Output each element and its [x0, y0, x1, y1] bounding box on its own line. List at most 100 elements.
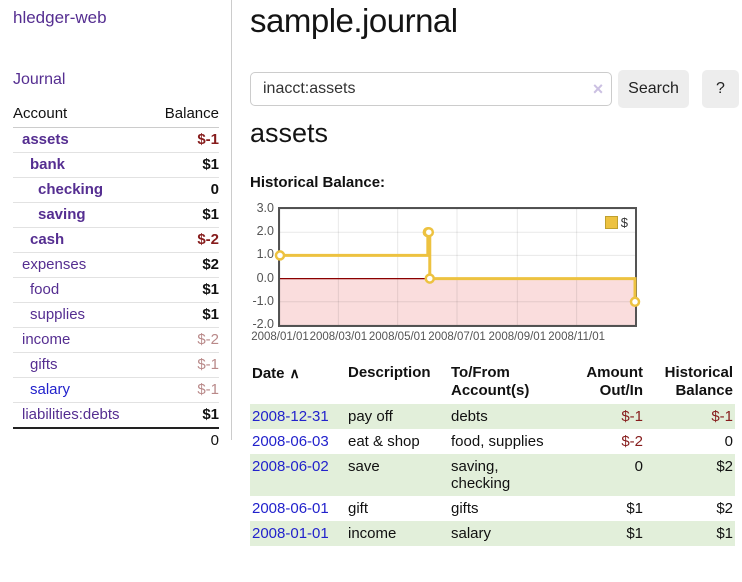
y-axis-tick-label: 3.0 — [256, 201, 274, 215]
account-row: supplies $1 — [13, 302, 219, 328]
sidebar-account-link[interactable]: food — [30, 281, 60, 298]
accounts-table-header: Account Balance — [13, 101, 219, 128]
account-heading: assets — [250, 118, 329, 148]
main-content: sample.journal × Search ? assets Histori… — [250, 0, 742, 582]
account-balance: $1 — [149, 302, 219, 328]
page-title: sample.journal — [250, 2, 458, 39]
account-balance: $2 — [149, 252, 219, 278]
account-balance: $1 — [149, 202, 219, 228]
account-balance: $1 — [149, 277, 219, 303]
transaction-balance: $-1 — [711, 408, 733, 425]
account-balance: $-2 — [149, 227, 219, 253]
transaction-row: 2008-06-01 gift gifts $1 $2 — [250, 496, 735, 521]
transaction-accounts: gifts — [451, 500, 479, 517]
x-axis-tick-label: 2008/05/01 — [368, 331, 427, 343]
y-axis-tick-label: -1.0 — [252, 293, 274, 308]
transaction-description: income — [348, 525, 397, 542]
account-balance: $-1 — [149, 377, 219, 403]
app-brand-link[interactable]: hledger-web — [13, 8, 107, 27]
account-balance: 0 — [149, 177, 219, 203]
transaction-description: save — [348, 458, 380, 475]
transaction-date-link[interactable]: 2008-06-03 — [252, 433, 329, 450]
sidebar-account-link[interactable]: checking — [38, 181, 104, 198]
sidebar-account-link[interactable]: gifts — [30, 356, 58, 373]
account-row: checking 0 — [13, 177, 219, 203]
x-axis-tick-label: 2008/11/01 — [548, 331, 605, 343]
account-balance: $1 — [149, 152, 219, 178]
search-input[interactable] — [250, 72, 612, 106]
account-row: income $-2 — [13, 327, 219, 353]
sidebar-account-link[interactable]: supplies — [30, 306, 86, 323]
account-row: liabilities:debts $1 — [13, 402, 219, 428]
sidebar-account-link[interactable]: income — [22, 331, 71, 348]
chart-canvas — [274, 208, 641, 326]
legend-swatch — [604, 216, 618, 229]
sidebar-account-link[interactable]: expenses — [22, 256, 87, 273]
account-row: saving $1 — [13, 202, 219, 228]
account-row: salary $-1 — [13, 377, 219, 403]
search-button[interactable]: Search — [618, 70, 689, 108]
transaction-row: 2008-06-03 eat & shop food, supplies $-2 0 — [250, 429, 735, 454]
transaction-row: 2008-06-02 save saving, checking 0 $2 — [250, 454, 735, 496]
transaction-row: 2008-12-31 pay off debts $-1 $-1 — [250, 404, 735, 429]
date-column-header[interactable]: Date ∧ — [252, 365, 300, 382]
transactions-header-row: Date ∧ Description To/From Account(s) Amo… — [250, 362, 735, 404]
sidebar: hledger-web Journal Account Balance asse… — [0, 0, 232, 453]
sidebar-account-link[interactable]: liabilities:debts — [22, 406, 120, 423]
transaction-date-link[interactable]: 2008-06-01 — [252, 500, 329, 517]
chart-legend: $ — [604, 215, 628, 230]
x-axis-tick-label: 2008/01/01 — [251, 331, 309, 343]
accounts-table-body: assets $-1 bank $1 checking 0 saving $1 cash $-2 e… — [13, 128, 219, 428]
account-row: assets $-1 — [13, 128, 219, 153]
y-axis-tick-label: 1.0 — [256, 247, 274, 262]
description-column-header: Description — [348, 364, 431, 381]
transaction-date-link[interactable]: 2008-12-31 — [252, 408, 329, 425]
account-balance: $1 — [149, 402, 219, 428]
x-axis-tick-label: 2008/07/01 — [428, 331, 486, 343]
transaction-amount: $1 — [626, 500, 643, 517]
transaction-row: 2008-01-01 income salary $1 $1 — [250, 521, 735, 546]
transaction-balance: 0 — [724, 433, 733, 450]
sort-ascending-icon: ∧ — [289, 365, 300, 381]
sidebar-account-link[interactable]: salary — [30, 381, 71, 398]
transactions-table-body: 2008-12-31 pay off debts $-1 $-1 2008-06-03 ea… — [250, 404, 735, 546]
transaction-accounts: food, supplies — [451, 433, 544, 450]
y-axis-tick-label: 0.0 — [256, 270, 274, 285]
account-balance: $-1 — [149, 352, 219, 378]
transaction-amount: 0 — [634, 458, 643, 475]
search-help-button[interactable]: ? — [702, 70, 739, 108]
account-row: cash $-2 — [13, 227, 219, 253]
search-form: × Search ? — [250, 70, 742, 108]
transaction-amount: $-2 — [621, 433, 643, 450]
chart-plot-area: $ — [274, 207, 641, 327]
sidebar-account-link[interactable]: cash — [30, 231, 65, 248]
transaction-date-link[interactable]: 2008-01-01 — [252, 525, 329, 542]
sidebar-item-journal[interactable]: Journal — [13, 71, 66, 88]
account-row: gifts $-1 — [13, 352, 219, 378]
amount-column-header: Amount Out/In — [586, 364, 643, 399]
transaction-balance: $2 — [716, 458, 733, 475]
accounts-balance-table: Account Balance assets $-1 bank $1 checking 0… — [13, 101, 219, 453]
transaction-balance: $2 — [716, 500, 733, 517]
sidebar-account-link[interactable]: saving — [38, 206, 86, 223]
transaction-accounts: debts — [451, 408, 488, 425]
y-axis-tick-label: 2.0 — [256, 224, 274, 239]
transaction-description: eat & shop — [348, 433, 420, 450]
chart-heading: Historical Balance: — [250, 174, 386, 191]
historical-balance-chart: $ 3.0 2.0 1.0 0.0 -1.0 -2.0 2008/01/01 2008/03/… — [250, 200, 742, 348]
transaction-date-link[interactable]: 2008-06-02 — [252, 458, 329, 475]
clear-search-icon[interactable]: × — [592, 79, 604, 99]
account-row: food $1 — [13, 277, 219, 303]
transaction-amount: $1 — [626, 525, 643, 542]
sidebar-account-link[interactable]: assets — [22, 131, 69, 148]
y-axis-tick-label: -2.0 — [252, 317, 274, 331]
transaction-description: pay off — [348, 408, 393, 425]
transaction-accounts: saving, checking — [451, 458, 511, 492]
transactions-table: Date ∧ Description To/From Account(s) Amo… — [250, 362, 735, 546]
account-balance: $-2 — [149, 327, 219, 353]
sidebar-account-link[interactable]: bank — [30, 156, 66, 173]
account-column-header: Account — [13, 101, 150, 128]
account-row: bank $1 — [13, 152, 219, 178]
account-balance: $-1 — [197, 131, 219, 148]
tofrom-column-header: To/From Account(s) — [451, 364, 530, 399]
